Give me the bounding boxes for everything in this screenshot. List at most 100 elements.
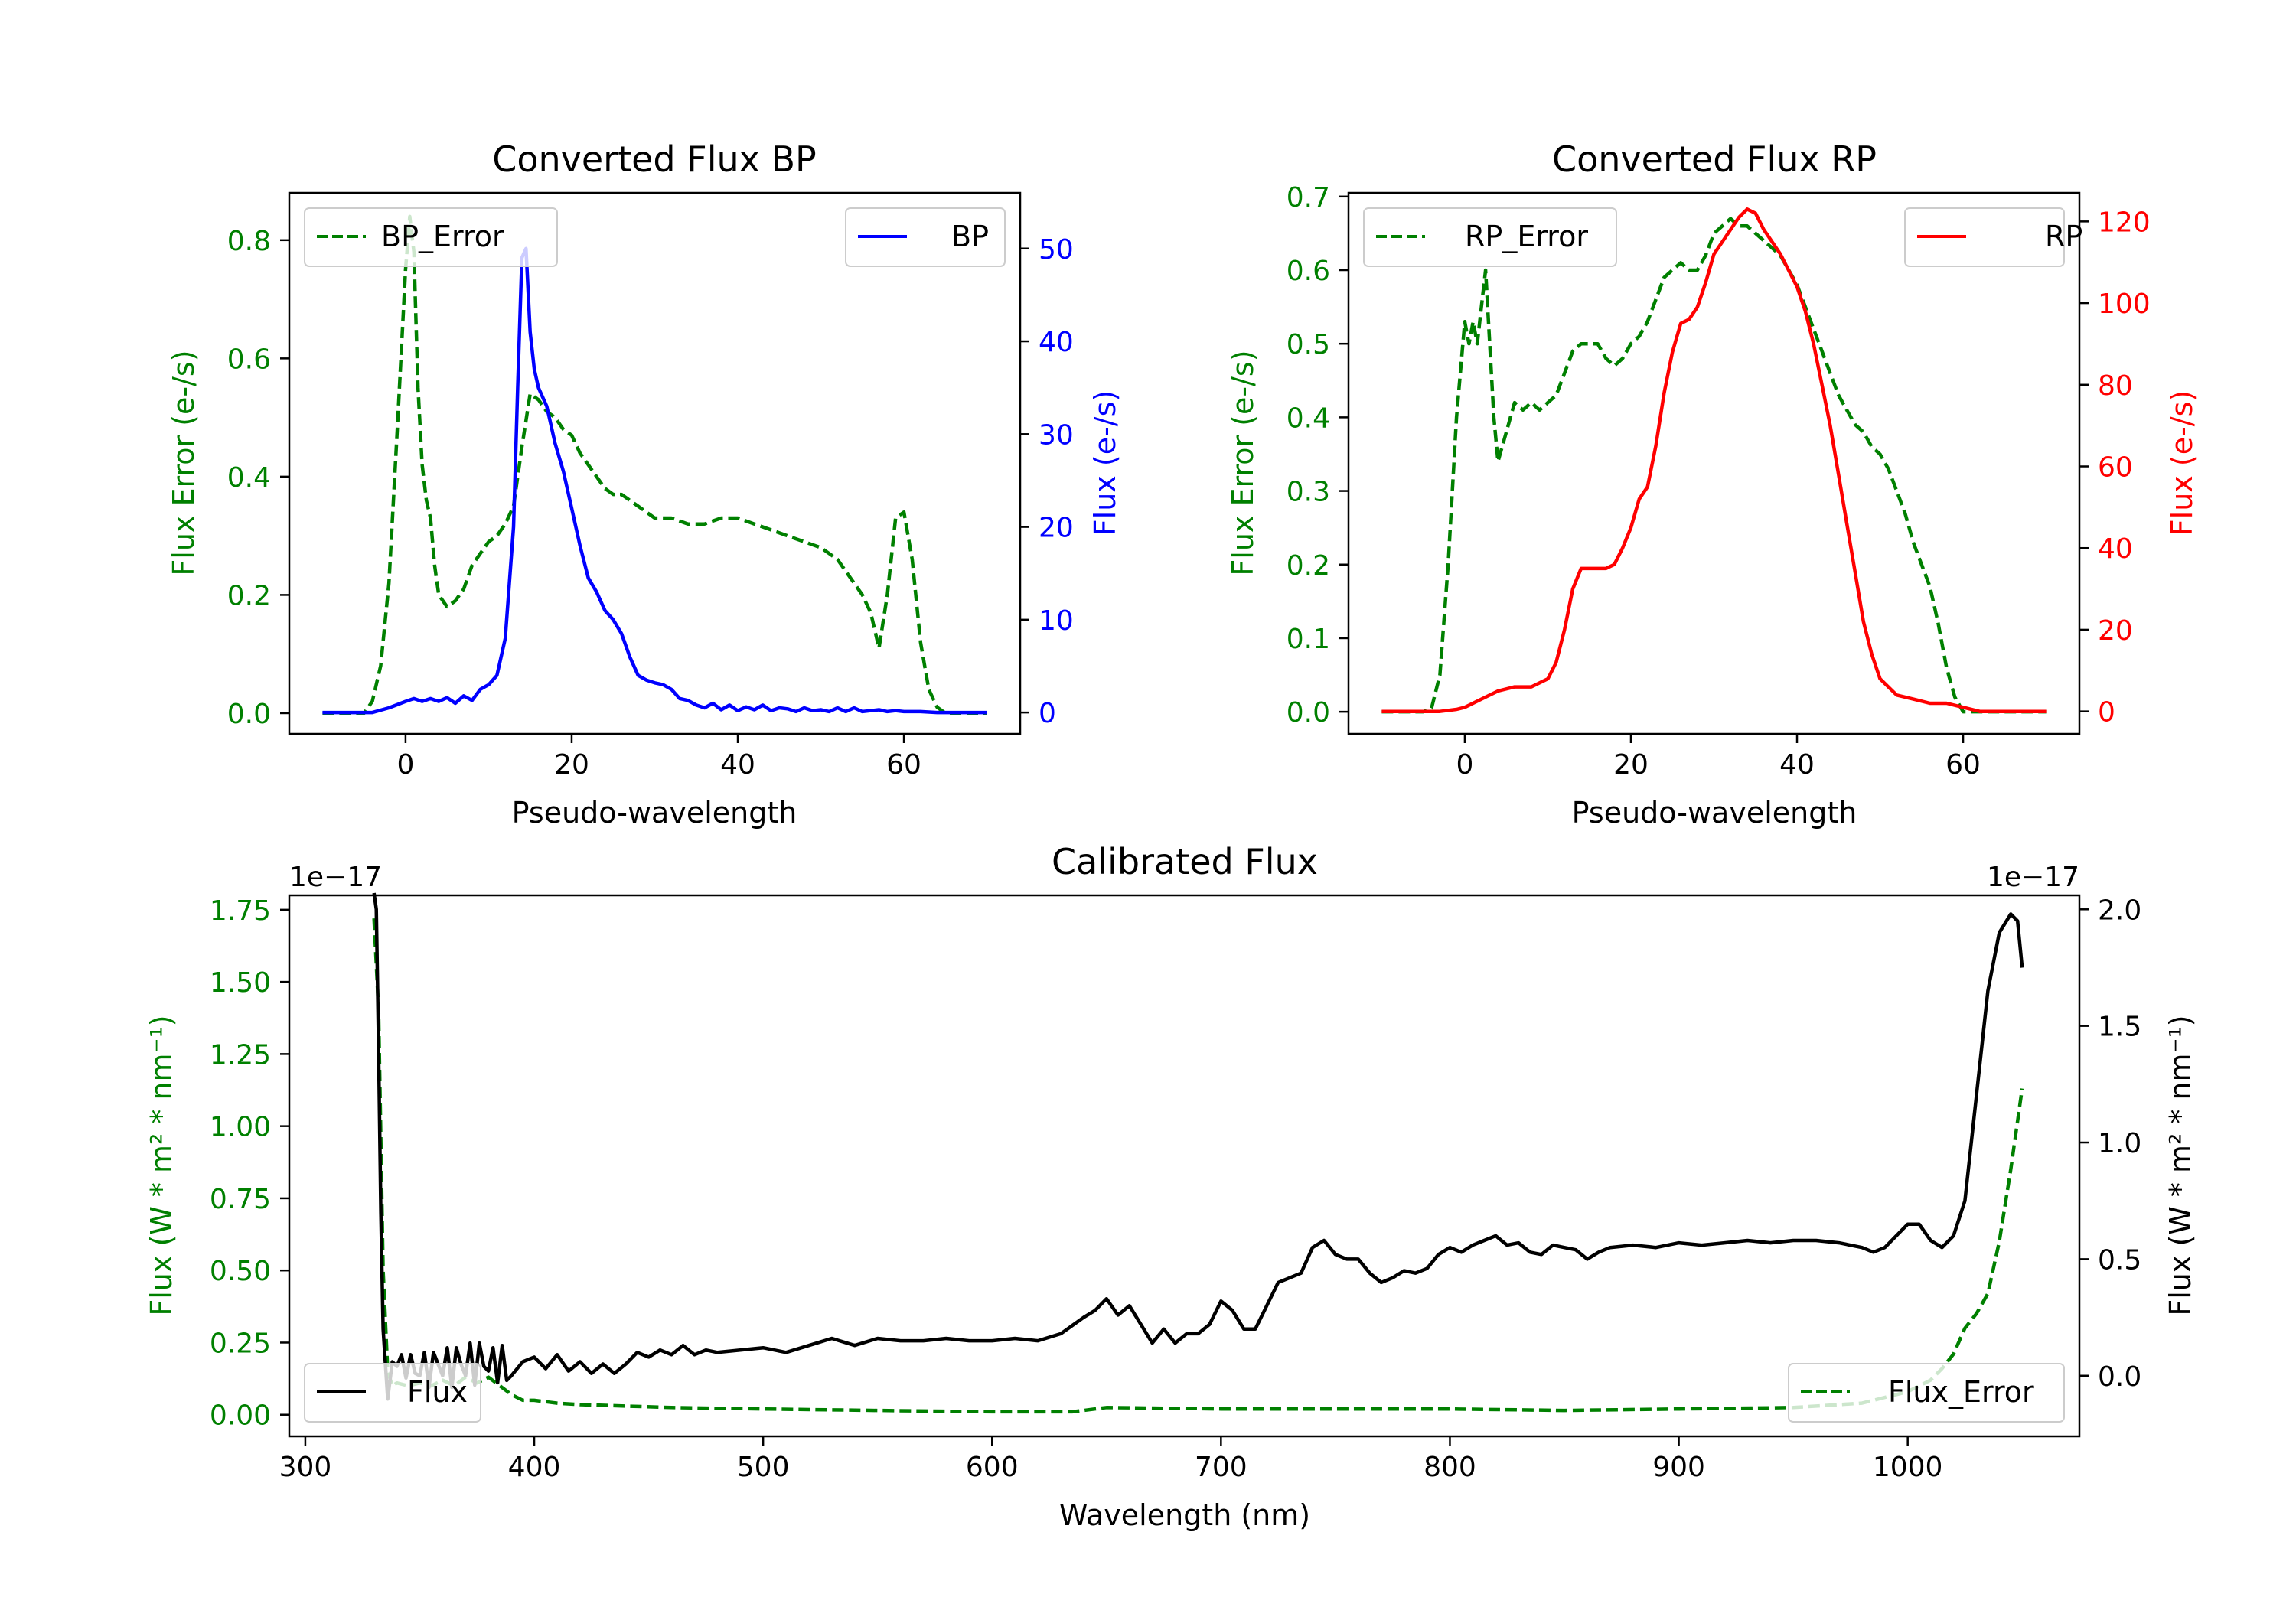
- right-y-axis-label: Flux (e-/s): [2165, 390, 2199, 536]
- right-y-tick-label: 0.0: [2098, 1361, 2141, 1393]
- right-y-tick-label: 40: [2098, 533, 2133, 565]
- right-y-tick-label: 1.5: [2098, 1012, 2141, 1043]
- right-y-tick-label: 0: [1039, 698, 1056, 729]
- series-line-rp-error: [1381, 217, 2047, 714]
- legend-frame: [304, 1363, 481, 1423]
- left-y-tick-label: 1.75: [210, 895, 271, 927]
- panel-title: Converted Flux BP: [492, 139, 817, 180]
- left-y-axis-label: Flux Error (e-/s): [1226, 350, 1260, 575]
- plot-frame: [1347, 191, 2081, 735]
- ticks-group: 0 20 40 60 0.0 0.1 0.2 0.3 0.4 0.5 0.6 0.7 0 20 40 60 80…: [1287, 182, 2151, 781]
- x-tick-label: 1000: [1873, 1452, 1943, 1483]
- right-offset-label: 1e−17: [1987, 862, 2079, 893]
- right-y-tick-label: 40: [1039, 327, 1074, 358]
- right-y-tick-label: 30: [1039, 419, 1074, 451]
- right-y-tick-label: 20: [1039, 513, 1074, 544]
- left-y-tick-label: 0.5: [1287, 329, 1330, 360]
- x-tick-label: 800: [1424, 1452, 1476, 1483]
- right-y-tick-label: 80: [2098, 370, 2133, 402]
- x-tick-label: 300: [279, 1452, 332, 1483]
- series-line-bp-error: [322, 214, 987, 715]
- legend-right: Flux_Error: [1788, 1363, 2065, 1423]
- plot-frame: [288, 894, 2081, 1438]
- ticks-group: 300 400 500 600 700 800 900 1000 0.00 0.25 0.50 0.7…: [210, 895, 2141, 1483]
- right-y-tick-label: 1.0: [2098, 1128, 2141, 1159]
- right-y-tick-label: 20: [2098, 615, 2133, 647]
- legend-frame: [1363, 207, 1617, 267]
- panel-bp: Converted Flux BP 0 20 40 60 0.0 0.2 0.4 0.6 0.8…: [167, 139, 1122, 830]
- left-y-tick-label: 0.4: [1287, 403, 1330, 434]
- x-tick-label: 60: [886, 749, 921, 781]
- left-y-tick-label: 1.50: [210, 967, 271, 999]
- right-y-tick-label: 10: [1039, 605, 1074, 637]
- panel-title: Calibrated Flux: [1052, 841, 1318, 882]
- right-y-tick-label: 120: [2098, 207, 2151, 238]
- left-y-tick-label: 0.1: [1287, 624, 1330, 655]
- right-y-axis-label: Flux (W * m² * nm⁻¹): [2164, 1015, 2197, 1315]
- legend-label: BP_Error: [381, 220, 504, 253]
- x-tick-label: 500: [737, 1452, 790, 1483]
- left-y-tick-label: 0.7: [1287, 182, 1330, 214]
- x-tick-label: 20: [554, 749, 589, 781]
- right-y-tick-label: 0.5: [2098, 1244, 2141, 1276]
- right-y-tick-label: 2.0: [2098, 895, 2141, 926]
- panel-title: Converted Flux RP: [1552, 139, 1877, 180]
- left-y-tick-label: 0.6: [1287, 256, 1330, 287]
- left-y-tick-label: 0.4: [227, 462, 271, 494]
- right-y-axis-label: Flux (e-/s): [1088, 390, 1122, 536]
- ticks-group: 0 20 40 60 0.0 0.2 0.4 0.6 0.8 0 10 20 30 40 50: [227, 226, 1074, 781]
- left-y-tick-label: 0.2: [227, 580, 271, 611]
- x-tick-label: 400: [508, 1452, 561, 1483]
- left-y-tick-label: 0.6: [227, 344, 271, 375]
- x-tick-label: 700: [1195, 1452, 1247, 1483]
- x-tick-label: 900: [1652, 1452, 1705, 1483]
- left-y-tick-label: 0.25: [210, 1328, 271, 1359]
- series-group: [322, 214, 987, 715]
- x-tick-label: 40: [720, 749, 755, 781]
- x-axis-label: Pseudo-wavelength: [512, 796, 797, 830]
- x-tick-label: 40: [1779, 749, 1815, 781]
- left-y-tick-label: 0.75: [210, 1184, 271, 1215]
- right-y-tick-label: 100: [2098, 288, 2151, 320]
- legend-left: BP_Error: [304, 207, 558, 267]
- legend-label: RP_Error: [1465, 220, 1588, 253]
- left-y-tick-label: 0.3: [1287, 477, 1330, 508]
- left-y-tick-label: 0.50: [210, 1256, 271, 1287]
- legend-left: Flux: [304, 1363, 481, 1423]
- left-y-tick-label: 1.25: [210, 1039, 271, 1071]
- left-y-axis-label: Flux Error (e-/s): [167, 350, 201, 575]
- series-group: [1381, 207, 2047, 714]
- x-tick-label: 600: [966, 1452, 1019, 1483]
- panel-calibrated: Calibrated Flux 300 400 500 600 700 800 900 100…: [145, 841, 2197, 1532]
- x-axis-label: Pseudo-wavelength: [1572, 796, 1857, 830]
- left-y-tick-label: 0.0: [1287, 697, 1330, 729]
- right-y-tick-label: 0: [2098, 697, 2115, 729]
- legend-right: BP: [845, 207, 1006, 267]
- legend-label: BP: [951, 220, 989, 253]
- left-y-axis-label: Flux (W * m² * nm⁻¹): [145, 1015, 178, 1315]
- series-line-rp: [1381, 207, 2047, 713]
- right-y-tick-label: 50: [1039, 234, 1074, 266]
- left-y-tick-label: 1.00: [210, 1112, 271, 1143]
- legend-label: RP: [2045, 220, 2082, 253]
- legend-frame: [845, 207, 1006, 267]
- x-tick-label: 0: [396, 749, 414, 781]
- left-y-tick-label: 0.8: [227, 226, 271, 257]
- left-y-tick-label: 0.0: [227, 699, 271, 730]
- x-tick-label: 20: [1613, 749, 1649, 781]
- legend-label: Flux: [407, 1375, 468, 1409]
- legend-left: RP_Error: [1363, 207, 1617, 267]
- legend-frame: [304, 207, 558, 267]
- left-offset-label: 1e−17: [289, 862, 382, 893]
- panel-rp: Converted Flux RP 0 20 40 60 0.0 0.1 0.2 0.3 0.4…: [1226, 139, 2199, 830]
- legend-label: Flux_Error: [1888, 1375, 2034, 1409]
- left-y-tick-label: 0.00: [210, 1400, 271, 1432]
- x-axis-label: Wavelength (nm): [1059, 1498, 1310, 1532]
- right-y-tick-label: 60: [2098, 452, 2133, 484]
- legend-right: RP: [1904, 207, 2082, 267]
- x-tick-label: 60: [1945, 749, 1981, 781]
- x-tick-label: 0: [1456, 749, 1473, 781]
- series-line-bp: [322, 246, 987, 715]
- legend-frame: [1788, 1363, 2065, 1423]
